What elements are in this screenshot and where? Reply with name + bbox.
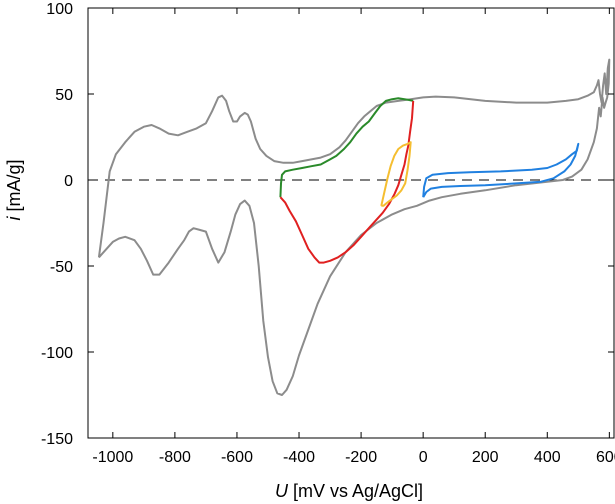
x-ticks: -1000 -800 -600 -400 -200 0 200 400 600: [92, 8, 615, 466]
series-line-3: [380, 141, 412, 207]
series-line-2: [279, 100, 415, 264]
x-tick-label: 0: [419, 449, 428, 466]
x-tick-label: -800: [159, 449, 191, 466]
y-tick-label: 0: [64, 173, 73, 190]
x-tick-label: -400: [283, 449, 315, 466]
y-tick-label: 100: [46, 1, 73, 18]
x-tick-label: -1000: [92, 449, 133, 466]
x-tick-label: 600: [596, 449, 615, 466]
x-axis-unit: [mV vs Ag/AgCl]: [288, 481, 423, 501]
x-tick-label: 400: [534, 449, 561, 466]
x-axis-symbol: U: [275, 481, 289, 501]
y-tick-label: -50: [50, 259, 73, 276]
series-line-0: [97, 58, 611, 396]
plot-frame: [87, 7, 615, 439]
series-line-4: [422, 142, 580, 198]
y-axis-title: i [mA/g]: [4, 159, 24, 220]
x-tick-label: 200: [472, 449, 499, 466]
y-tick-label: -150: [41, 431, 73, 448]
y-ticks: -150 -100 -50 0 50 100: [41, 1, 614, 448]
x-tick-label: -200: [345, 449, 377, 466]
y-tick-label: 50: [55, 87, 73, 104]
series-line-1: [279, 97, 414, 198]
y-axis-symbol: i: [4, 216, 24, 221]
series-group: [97, 58, 611, 396]
y-axis-unit: [mA/g]: [4, 159, 24, 216]
x-axis-title: U [mV vs Ag/AgCl]: [275, 481, 423, 501]
x-tick-label: -600: [221, 449, 253, 466]
y-tick-label: -100: [41, 345, 73, 362]
